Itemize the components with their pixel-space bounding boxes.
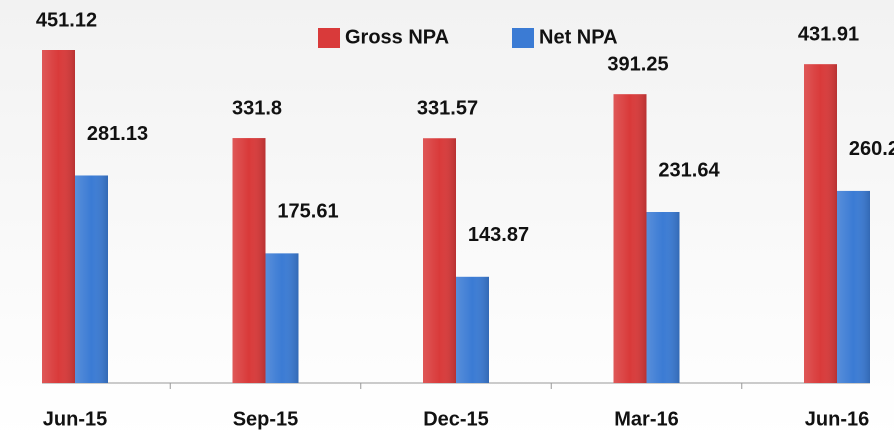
data-label: 331.8	[232, 97, 282, 119]
data-label: 175.61	[277, 201, 338, 223]
bar-shine	[613, 94, 647, 383]
x-tick-label: Jun-15	[43, 408, 107, 430]
bar-shine	[42, 50, 75, 383]
data-label: 331.57	[417, 98, 478, 120]
legend-label: Net NPA	[539, 26, 618, 48]
bar-shine	[646, 212, 680, 383]
data-label: 391.25	[607, 53, 668, 75]
data-label: 281.13	[87, 123, 148, 145]
data-label: 260.21	[849, 138, 894, 160]
data-label: 431.91	[798, 23, 859, 45]
data-label: 231.64	[658, 159, 720, 181]
bar-shine	[232, 138, 266, 383]
legend-label: Gross NPA	[345, 26, 449, 48]
data-label: 451.12	[36, 9, 97, 31]
legend-swatch	[318, 28, 340, 48]
x-tick-label: Sep-15	[233, 408, 299, 430]
bar-shine	[804, 64, 837, 383]
x-tick-label: Jun-16	[805, 408, 869, 430]
bar-shine	[75, 175, 108, 383]
x-tick-label: Dec-15	[423, 408, 489, 430]
legend: Gross NPA Net NPA	[318, 26, 618, 48]
bar-shine	[265, 253, 299, 383]
bar-shine	[837, 190, 870, 383]
data-label: 143.87	[468, 224, 529, 246]
x-tick-label: Mar-16	[614, 408, 678, 430]
bar-shine	[456, 276, 489, 383]
legend-swatch	[512, 28, 534, 48]
bar-shine	[423, 138, 456, 383]
